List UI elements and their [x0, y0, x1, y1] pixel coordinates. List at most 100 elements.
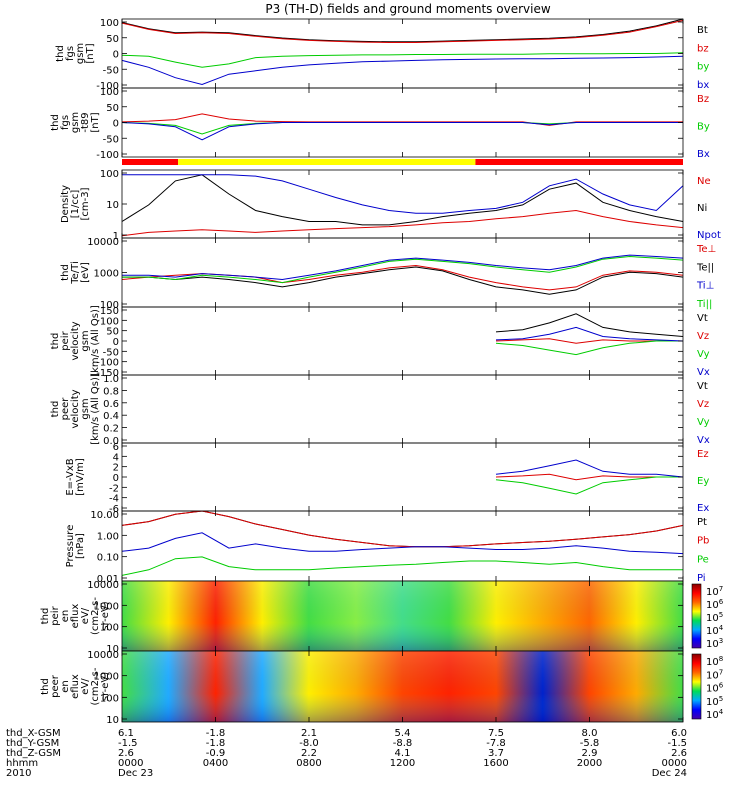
- x-axis-tick-label: 6.0: [671, 728, 687, 739]
- legend-label: Pt: [697, 517, 707, 528]
- y-tick-label: 0.0: [103, 436, 119, 447]
- legend-label: Vx: [697, 435, 710, 446]
- y-axis-label: thd: [50, 114, 61, 131]
- y-tick-label: 10.00: [90, 510, 119, 521]
- y-tick-label: 0: [113, 473, 119, 484]
- series-line-by: [121, 122, 683, 135]
- series-line-vt: [495, 313, 684, 337]
- x-axis-row-label: hhmm: [6, 758, 38, 769]
- y-axis-label: [nT]: [90, 112, 101, 132]
- legend-label: bz: [697, 43, 709, 54]
- series-line-bx: [121, 122, 683, 141]
- y-tick-label: 0.2: [103, 424, 119, 435]
- panel-fgs-b89: Bz By Bx 100 50 0 -50 -100 thd fgs gsm -t89 [nT]: [50, 87, 710, 161]
- legend-label: Bt: [697, 25, 708, 36]
- y-tick-label: 100: [100, 693, 119, 704]
- y-axis-label: sr-eV): [100, 672, 111, 701]
- colorbar-tick-exponent: 5: [719, 695, 723, 703]
- series-line-te-: [122, 266, 684, 295]
- y-tick-label: 10: [106, 200, 119, 211]
- y-axis-label: sr-eV): [100, 601, 111, 630]
- y-tick-label: 50: [106, 34, 119, 45]
- series-line-pb: [121, 510, 684, 548]
- colorbar-tick-label: 104: [706, 708, 724, 721]
- y-axis-label: peir: [60, 330, 71, 350]
- series-line-vy: [495, 340, 683, 356]
- x-axis-tick-label: Dec 23: [118, 768, 153, 779]
- legend-label: bx: [697, 80, 709, 91]
- panel-density: Ne Ni Npot 100 10 1 Density [1/cc] [cm-3]: [60, 169, 721, 242]
- y-tick-label: 1.0: [103, 374, 119, 385]
- y-tick-label: 50: [106, 327, 119, 338]
- panel-peer-velocity: Vt Vz Vy Vx 1.00.8 0.60.4 0.20.0 thd peer velocit…: [50, 373, 710, 447]
- y-axis-label: [nPa]: [75, 533, 86, 559]
- y-tick-label: 0: [113, 337, 119, 348]
- y-tick-label: -50: [103, 65, 119, 76]
- y-tick-label: 0.01: [97, 574, 119, 585]
- y-tick-label: 50: [106, 103, 119, 114]
- x-axis-tick-label: 0000: [662, 758, 687, 769]
- series-line-by: [121, 52, 684, 68]
- y-axis-label: [km/s (All Qs)]: [90, 373, 101, 445]
- legend-label: by: [697, 62, 709, 73]
- y-axis-label: thd: [40, 608, 51, 625]
- y-tick-label: 100: [100, 316, 119, 327]
- x-axis-tick-label: 3.7: [488, 748, 504, 759]
- y-tick-label: 100: [100, 87, 119, 98]
- y-axis-label: fgs: [60, 115, 71, 130]
- panel-temperature: Te⊥ Te|| Ti⊥ Ti|| 10000 1000 100 thd Te/Ti [eV]: [60, 237, 716, 311]
- y-axis-label: peer: [60, 397, 71, 421]
- series-line-bz: [121, 19, 684, 43]
- mode-bar-segment: [475, 159, 683, 165]
- y-tick-label: -2: [109, 483, 119, 494]
- y-tick-label: 0.4: [103, 411, 119, 422]
- colorbar-tick-label: 106: [706, 682, 724, 695]
- heatmap-shading: [122, 581, 683, 651]
- legend-label: Ni: [697, 203, 707, 214]
- y-tick-label: -50: [103, 134, 119, 145]
- y-axis-label: (cm2-s-: [90, 667, 101, 705]
- series-line-pi: [121, 532, 684, 555]
- y-tick-label: 0.8: [103, 386, 119, 397]
- legend-label: Ne: [697, 176, 711, 187]
- x-axis-row-label: thd_X-GSM: [6, 728, 61, 739]
- panel-frame: [121, 237, 684, 308]
- y-axis-label: peir: [50, 605, 61, 625]
- legend-label: Ti||: [696, 299, 712, 310]
- y-axis-label: eV/: [80, 678, 91, 695]
- colorbar-tick-exponent: 3: [719, 637, 723, 645]
- colorbar-tick-label: 105: [706, 695, 723, 708]
- x-axis-tick-label: 2.1: [301, 728, 317, 739]
- y-axis-label: thd: [55, 45, 66, 62]
- y-tick-label: -100: [96, 81, 119, 92]
- colorbar-tick-exponent: 4: [719, 708, 724, 716]
- y-axis-label: thd: [50, 401, 61, 418]
- x-axis-tick-label: -1.5: [667, 738, 687, 749]
- y-axis-label: eflux: [70, 604, 81, 629]
- y-tick-label: 4: [113, 452, 119, 463]
- y-tick-label: 1000: [94, 672, 119, 683]
- colorbar-tick-exponent: 4: [719, 624, 724, 632]
- colorbar-tick-exponent: 8: [719, 655, 723, 663]
- y-axis-label: velocity: [70, 321, 81, 360]
- legend-label: Pb: [697, 536, 709, 547]
- mode-bar-segment: [122, 159, 179, 165]
- y-axis-label: [1/cc]: [70, 190, 81, 219]
- y-tick-label: -100: [96, 150, 119, 161]
- legend-label: Te||: [696, 262, 714, 273]
- y-axis-label: (cm2-s-: [90, 597, 101, 635]
- y-axis-label: [cm-3]: [80, 187, 91, 220]
- y-tick-label: 100: [100, 300, 119, 311]
- legend-label: Bz: [697, 94, 709, 105]
- colorbar-tick-exponent: 5: [719, 611, 723, 619]
- series-line-bt: [121, 18, 684, 43]
- figure-title: P3 (TH-D) fields and ground moments over…: [265, 2, 550, 16]
- y-tick-label: -150: [96, 368, 119, 379]
- series-line-bz: [121, 113, 683, 126]
